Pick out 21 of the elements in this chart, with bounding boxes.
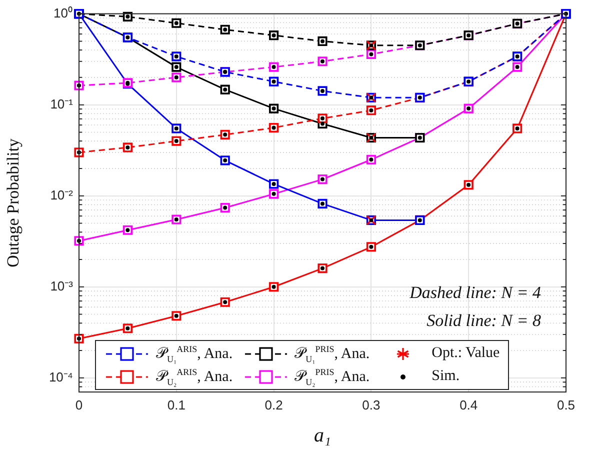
legend-label: 𝒫$_{U₁}$$^{PRIS}$, Ana. [294,344,370,364]
y-tick-label: 10⁻³ [50,278,74,294]
annotation: Solid line: N = 8 [426,311,542,330]
x-tick-label: 0.1 [167,397,186,412]
y-tick-label: 10⁰ [54,5,73,20]
x-axis-title: a₁ [314,424,331,446]
y-tick-label: 10⁻² [50,187,74,202]
legend-label: Sim. [432,368,460,385]
legend-label: 𝒫$_{U₂}$$^{ARIS}$, Ana. [156,366,233,386]
x-tick-label: 0 [75,397,83,412]
legend-label: 𝒫$_{U₂}$$^{PRIS}$, Ana. [294,366,370,386]
annotation: Dashed line: N = 4 [408,283,542,302]
y-tick-label: 10⁻¹ [50,96,74,112]
x-tick-label: 0.4 [460,397,478,412]
y-tick-label: 10⁻⁴ [48,369,73,384]
legend-label: Opt.: Value [432,345,500,362]
legend-label: 𝒫$_{U₁}$$^{ARIS}$, Ana. [156,344,233,364]
x-tick-label: 0.2 [264,397,283,412]
y-axis-title: Outage Probability [4,138,23,268]
x-tick-label: 0.5 [556,397,576,412]
x-tick-label: 0.3 [362,397,380,412]
